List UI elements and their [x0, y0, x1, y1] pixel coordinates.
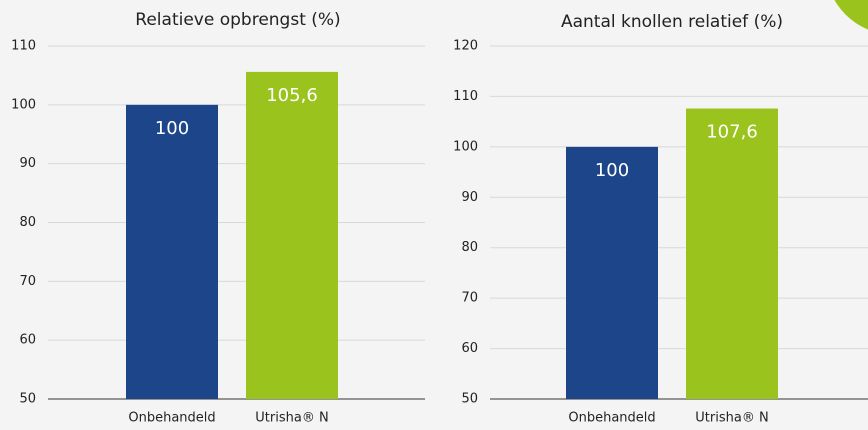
x-tick-label: Onbehandeld	[568, 411, 655, 426]
y-tick-label: 100	[11, 97, 36, 112]
x-tick-label: Utrisha® N	[255, 411, 328, 426]
y-tick-label: 50	[19, 392, 36, 407]
value-label: 100	[595, 160, 629, 181]
y-tick-label: 80	[19, 215, 36, 230]
y-tick-label: 50	[461, 392, 478, 407]
bar	[686, 108, 778, 399]
y-tick-label: 100	[453, 139, 478, 154]
chart-title: Relatieve opbrengst (%)	[135, 10, 340, 30]
decor-circle	[834, 0, 868, 30]
x-tick-label: Utrisha® N	[695, 411, 768, 426]
x-tick-label: Onbehandeld	[128, 411, 215, 426]
y-tick-label: 90	[19, 156, 36, 171]
bar	[126, 104, 218, 399]
y-tick-label: 60	[461, 341, 478, 356]
y-tick-label: 110	[11, 39, 36, 54]
chart-title: Aantal knollen relatief (%)	[561, 12, 783, 32]
y-tick-label: 60	[19, 333, 36, 348]
bar	[566, 146, 658, 399]
value-label: 107,6	[706, 122, 758, 143]
y-tick-label: 70	[19, 274, 36, 289]
y-tick-label: 120	[453, 39, 478, 54]
bar	[246, 71, 338, 400]
y-tick-label: 80	[461, 240, 478, 255]
y-tick-label: 90	[461, 190, 478, 205]
value-label: 100	[155, 118, 189, 139]
y-tick-label: 110	[453, 89, 478, 104]
value-label: 105,6	[266, 85, 318, 106]
y-tick-label: 70	[461, 291, 478, 306]
